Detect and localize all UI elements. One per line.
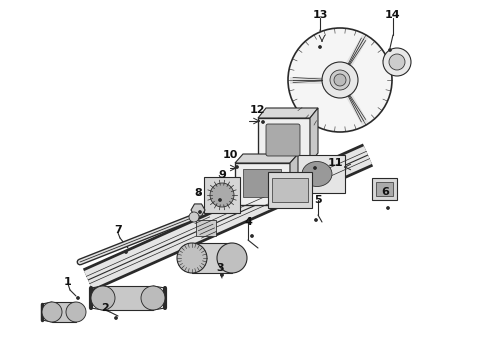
Bar [204,177,240,213]
Text: 8: 8 [194,188,202,198]
Bar [192,243,232,273]
Circle shape [318,45,321,49]
Circle shape [76,297,79,300]
Text: 9: 9 [218,170,226,180]
Polygon shape [258,108,318,118]
Polygon shape [310,108,318,163]
Text: 4: 4 [244,217,252,227]
Circle shape [334,74,346,86]
Circle shape [387,207,390,210]
Polygon shape [235,154,298,163]
Circle shape [198,211,201,213]
Bar [196,220,216,235]
Circle shape [220,274,223,276]
Bar [235,163,290,205]
Text: 5: 5 [314,195,322,205]
Text: 10: 10 [222,150,238,160]
Circle shape [262,121,265,123]
Bar [52,302,76,322]
Text: 7: 7 [114,225,122,235]
Bar [243,169,281,197]
Circle shape [115,316,118,320]
Text: 2: 2 [101,303,109,313]
Circle shape [210,183,234,207]
Polygon shape [191,204,205,216]
Circle shape [189,212,199,222]
Text: 14: 14 [385,10,401,20]
Circle shape [236,166,239,168]
Circle shape [322,62,358,98]
Circle shape [250,234,253,238]
Text: 13: 13 [312,10,328,20]
Text: 11: 11 [327,158,343,168]
Circle shape [330,70,350,90]
Ellipse shape [302,162,332,186]
Bar [372,178,397,200]
Circle shape [288,28,392,132]
Circle shape [383,48,411,76]
Bar [258,118,310,163]
Circle shape [219,198,221,202]
Circle shape [66,302,86,322]
Circle shape [315,219,318,221]
Bar [290,155,345,193]
Text: 1: 1 [64,277,72,287]
Text: 3: 3 [216,263,224,273]
Polygon shape [290,154,298,205]
Text: 12: 12 [249,105,265,115]
Circle shape [91,286,115,310]
Circle shape [217,243,247,273]
Circle shape [314,166,317,170]
Circle shape [177,243,207,273]
Circle shape [124,251,127,253]
Circle shape [389,54,405,70]
Circle shape [141,286,165,310]
Circle shape [389,49,392,51]
Bar [376,182,393,196]
Bar [271,178,308,202]
Text: 6: 6 [381,187,389,197]
Bar [268,172,312,208]
Bar [103,286,153,310]
FancyBboxPatch shape [266,124,300,156]
Circle shape [42,302,62,322]
